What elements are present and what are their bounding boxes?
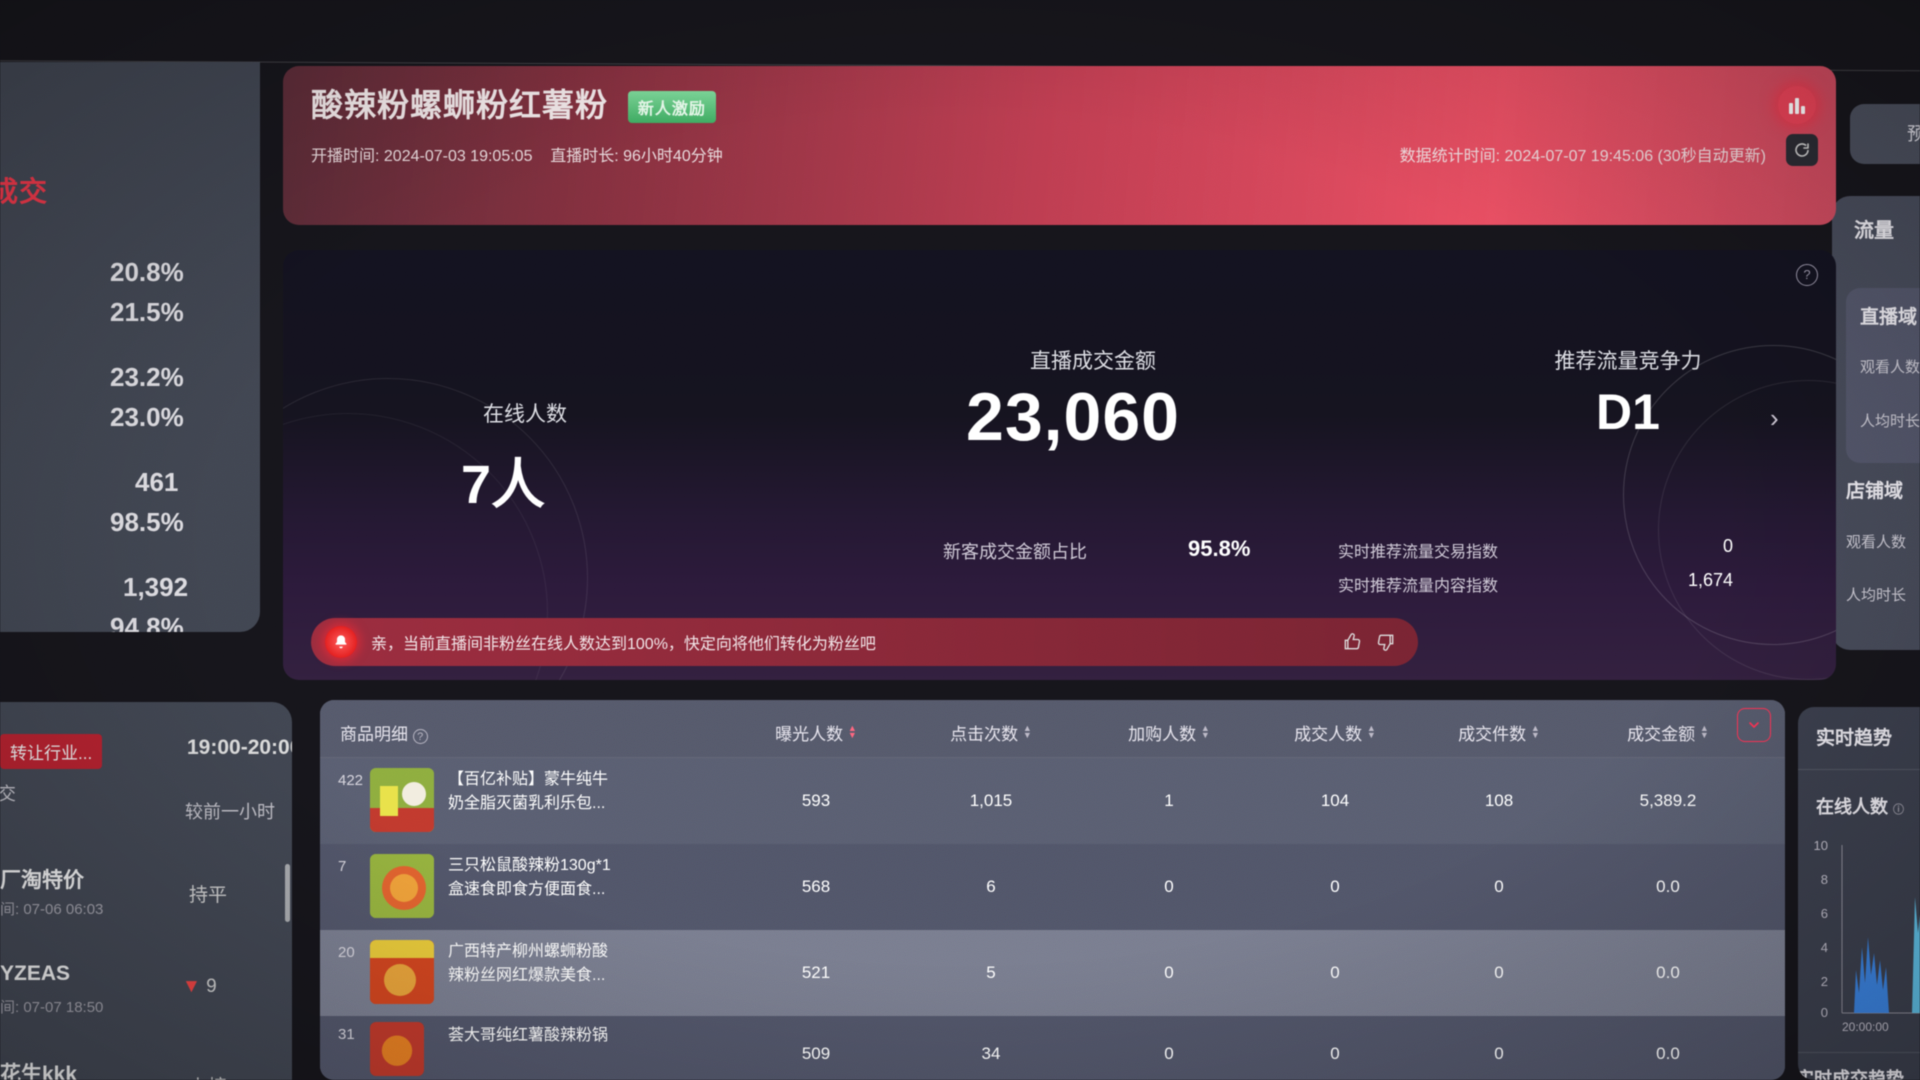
svg-text:6: 6 [1821,906,1828,921]
svg-text:4: 4 [1821,940,1828,955]
svg-text:2: 2 [1821,974,1828,989]
svg-text:10: 10 [1814,838,1828,853]
svg-text:20:00:00: 20:00:00 [1842,1020,1889,1034]
svg-text:0: 0 [1821,1005,1828,1020]
svg-text:8: 8 [1821,872,1828,887]
